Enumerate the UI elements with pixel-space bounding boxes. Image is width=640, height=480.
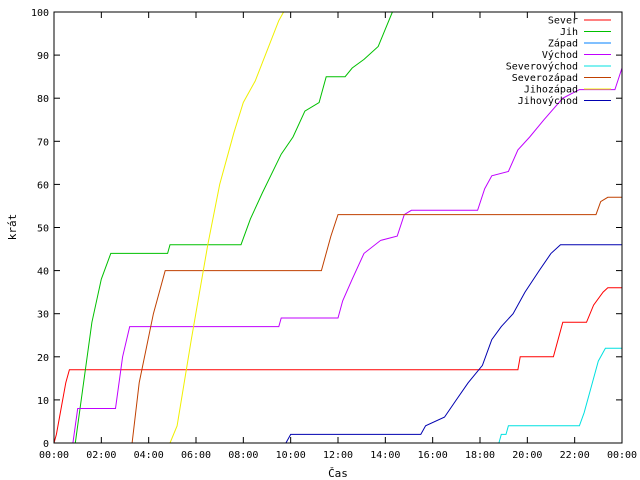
y-tick-label: 60 [37, 180, 49, 191]
x-tick-label: 22:00 [560, 450, 590, 461]
series-line-8 [285, 244, 622, 444]
series-line-2 [74, 11, 393, 444]
x-tick-label: 06:00 [181, 450, 211, 461]
x-tick-label: 20:00 [512, 450, 542, 461]
x-tick-label: 00:00 [607, 450, 637, 461]
plot-lines [53, 11, 623, 444]
y-tick-label: 40 [37, 267, 49, 278]
x-tick-label: 04:00 [134, 450, 164, 461]
y-tick-label: 30 [37, 310, 49, 321]
x-tick-label: 16:00 [418, 450, 448, 461]
y-tick-label: 100 [31, 8, 49, 19]
y-tick-label: 50 [37, 224, 49, 235]
y-axis: 0 10 20 30 40 50 60 70 80 90 100 [31, 8, 622, 450]
x-tick-label: 02:00 [86, 450, 116, 461]
x-axis-label: Čas [328, 467, 348, 480]
legend-label: Sever [548, 16, 578, 27]
series-line-4 [72, 67, 623, 444]
legend-label: Severovýchod [506, 61, 578, 73]
series-line-1 [53, 287, 622, 444]
legend-label: Západ [548, 38, 578, 50]
legend-label: Jihovýchod [518, 95, 578, 107]
y-axis-label: krát [6, 214, 19, 241]
x-tick-label: 18:00 [465, 450, 495, 461]
x-axis: 00:00 02:00 04:00 06:00 08:00 10:00 12:00 14:00… [39, 12, 637, 461]
legend-label: Jihozápad [524, 84, 578, 96]
legend-label: Východ [542, 49, 578, 61]
legend-label: Jih [560, 27, 578, 38]
x-tick-label: 14:00 [370, 450, 400, 461]
y-tick-label: 10 [37, 396, 49, 407]
series-line-7 [169, 11, 285, 444]
y-tick-label: 0 [43, 439, 49, 450]
legend: SeverJihZápadVýchodSeverovýchodSeverozáp… [506, 16, 611, 107]
x-tick-label: 00:00 [39, 450, 69, 461]
legend-label: Severozápad [512, 72, 578, 84]
series-line-5 [498, 347, 622, 444]
y-tick-label: 20 [37, 353, 49, 364]
y-tick-label: 70 [37, 137, 49, 148]
x-tick-label: 08:00 [228, 450, 258, 461]
x-tick-label: 10:00 [276, 450, 306, 461]
series-line-6 [131, 196, 622, 444]
y-tick-label: 90 [37, 51, 49, 62]
x-tick-label: 12:00 [323, 450, 353, 461]
y-tick-label: 80 [37, 94, 49, 105]
